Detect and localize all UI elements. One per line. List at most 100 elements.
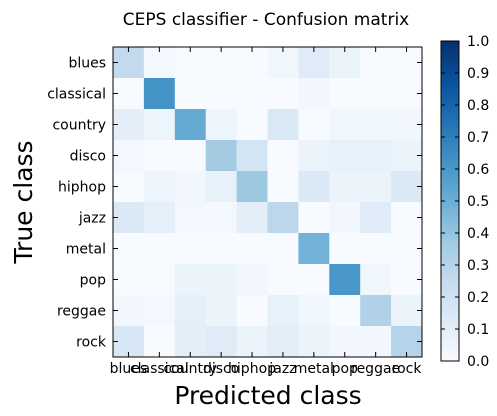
heatmap-cell — [329, 295, 361, 327]
chart-title: CEPS classifier - Confusion matrix — [123, 10, 409, 30]
x-axis-label: Predicted class — [174, 381, 361, 410]
y-tick-labels: blues classical country disco hiphop jazz meta… — [47, 56, 107, 351]
x-tick-label: hiphop — [228, 361, 276, 377]
heatmap-cell — [174, 202, 207, 234]
heatmap-cell — [267, 171, 299, 203]
colorbar-tick-label: 0.4 — [467, 226, 489, 242]
heatmap-cell — [205, 140, 237, 172]
y-tick-label: rock — [76, 335, 107, 351]
heatmap-cell — [267, 109, 299, 141]
heatmap-cell — [143, 233, 176, 265]
heatmap-cell — [174, 109, 207, 141]
heatmap-cell — [298, 171, 330, 203]
heatmap-cell — [329, 140, 361, 172]
colorbar-tick-label: 0.5 — [467, 194, 489, 210]
heatmap-cell — [360, 78, 392, 110]
x-tick-label: reggae — [351, 361, 400, 377]
heatmap-cell — [174, 140, 207, 172]
heatmap-cell — [329, 109, 361, 141]
heatmap-cell — [113, 295, 145, 327]
heatmap-cell — [329, 202, 361, 234]
heatmap-cell — [267, 202, 299, 234]
x-tick-label: disco — [203, 361, 239, 377]
heatmap-cell — [298, 295, 330, 327]
heatmap-cell — [113, 264, 145, 296]
heatmap-cell — [329, 78, 361, 110]
heatmap-cell — [205, 109, 237, 141]
heatmap-cell — [329, 47, 361, 79]
heatmap-cell — [113, 140, 145, 172]
y-tick-label: disco — [70, 149, 106, 165]
heatmap-cell — [205, 78, 237, 110]
y-tick-label: reggae — [57, 304, 106, 320]
heatmap-cell — [205, 47, 237, 79]
plot-frame — [112, 46, 423, 358]
y-tick-label: pop — [80, 273, 106, 289]
heatmap-cell — [267, 295, 299, 327]
heatmap-cell — [143, 264, 176, 296]
heatmap-cell — [298, 233, 330, 265]
heatmap-cell — [236, 171, 268, 203]
heatmap-cell — [205, 202, 237, 234]
heatmap-cell — [360, 264, 392, 296]
colorbar-tick-label: 0.0 — [467, 354, 489, 370]
heatmap-cell — [143, 109, 176, 141]
heatmap-cell — [174, 264, 207, 296]
y-tick-label: blues — [68, 56, 106, 72]
colorbar-tick-label: 0.9 — [467, 66, 489, 82]
heatmap-cell — [360, 171, 392, 203]
heatmap-cell — [360, 47, 392, 79]
colorbar-tick-label: 0.8 — [467, 98, 489, 114]
heatmap-cell — [205, 171, 237, 203]
axis-ticks — [113, 47, 422, 357]
y-tick-label: jazz — [78, 211, 106, 227]
heatmap-cell — [113, 233, 145, 265]
heatmap-cell — [205, 233, 237, 265]
x-tick-label: jazz — [268, 361, 296, 377]
colorbar-tick-label: 0.2 — [467, 290, 489, 306]
heatmap-cell — [267, 78, 299, 110]
y-tick-label: country — [52, 118, 106, 134]
colorbar-tick-label: 0.6 — [467, 162, 489, 178]
heatmap-cell — [298, 202, 330, 234]
colorbar-tick-label: 0.3 — [467, 258, 489, 274]
heatmap-cell — [360, 233, 392, 265]
heatmap-cell — [236, 47, 268, 79]
heatmap-cell — [143, 171, 176, 203]
heatmap-cell — [267, 140, 299, 172]
heatmap-cell — [236, 140, 268, 172]
heatmap-cell — [360, 295, 392, 327]
heatmap-cells — [113, 47, 423, 358]
heatmap-cell — [236, 78, 268, 110]
heatmap-cell — [236, 202, 268, 234]
heatmap-cell — [143, 140, 176, 172]
colorbar-ticks: 0.0 0.1 0.2 0.3 0.4 0.5 0.6 0.7 0.8 0.9 1.0 — [441, 34, 489, 370]
x-tick-labels: bluesclassicalcountrydiscohiphopjazzmeta… — [110, 361, 423, 377]
heatmap-cell — [113, 109, 145, 141]
heatmap-cell — [205, 295, 237, 327]
y-tick-label: metal — [66, 242, 106, 258]
heatmap-cell — [113, 202, 145, 234]
heatmap-cell — [143, 78, 176, 110]
heatmap-cell — [205, 264, 237, 296]
heatmap-cell — [143, 295, 176, 327]
heatmap-cell — [113, 47, 145, 79]
heatmap-cell — [174, 78, 207, 110]
heatmap-cell — [329, 171, 361, 203]
colorbar-tick-label: 1.0 — [467, 34, 489, 50]
heatmap-cell — [329, 233, 361, 265]
heatmap-cell — [360, 109, 392, 141]
heatmap-cell — [174, 171, 207, 203]
x-tick-label: pop — [332, 361, 358, 377]
heatmap-cell — [267, 233, 299, 265]
x-tick-label: metal — [294, 361, 334, 377]
heatmap-cell — [329, 264, 361, 296]
x-tick-label: country — [163, 361, 217, 377]
heatmap-cell — [360, 140, 392, 172]
heatmap-cell — [360, 202, 392, 234]
colorbar-tick-label: 0.1 — [467, 322, 489, 338]
heatmap-cell — [113, 171, 145, 203]
heatmap-cell — [267, 264, 299, 296]
heatmap-cell — [174, 295, 207, 327]
